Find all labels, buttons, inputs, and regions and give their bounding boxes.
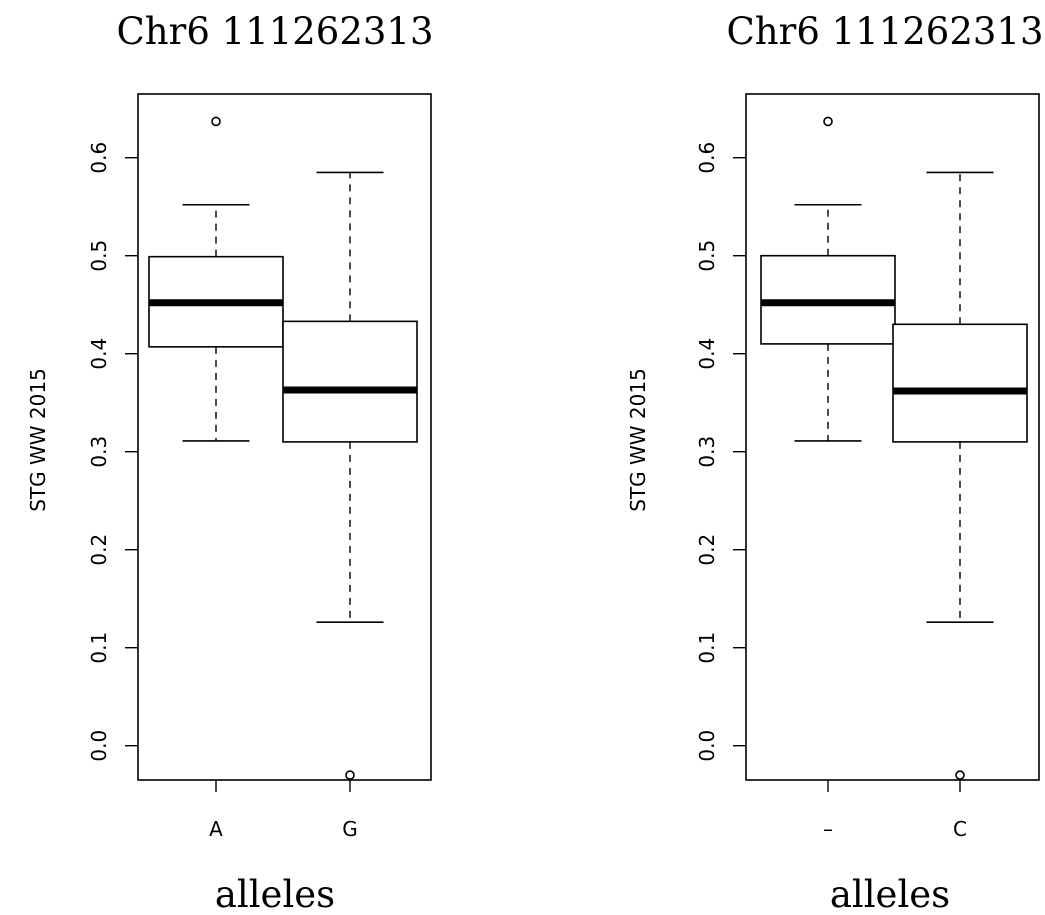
right-boxplot-panel: Chr6 111262313 STG WW 2015 alleles 0.00.… [626, 10, 1044, 915]
box-2 [892, 171, 1028, 780]
x-tick-label: C [953, 817, 967, 841]
box-1 [148, 116, 284, 442]
y-tick-label: 0.1 [695, 632, 719, 664]
box-iqr [282, 320, 418, 443]
y-tick-label: 0.2 [695, 534, 719, 566]
left-chart-title: Chr6 111262313 [117, 10, 434, 53]
outlier-point [823, 116, 833, 127]
y-tick-label: 0.2 [87, 534, 111, 566]
right-x-axis-label: alleles [830, 873, 950, 915]
y-tick-label: 0.1 [87, 632, 111, 664]
left-x-axis-label: alleles [215, 873, 335, 915]
left-y-axis-label: STG WW 2015 [26, 368, 50, 512]
y-tick-label: 0.4 [87, 338, 111, 370]
y-tick-label: 0.4 [695, 338, 719, 370]
x-tick-label: A [209, 817, 223, 841]
x-tick-label: – [823, 817, 833, 841]
box-1 [760, 116, 896, 442]
right-boxes [760, 116, 1028, 780]
y-tick-label: 0.5 [695, 240, 719, 272]
y-tick-label: 0.0 [87, 730, 111, 762]
y-tick-label: 0.3 [695, 436, 719, 468]
left-plot-frame [137, 93, 432, 781]
y-tick-label: 0.6 [87, 142, 111, 174]
x-tick-label: G [342, 817, 358, 841]
outlier-point [211, 116, 221, 127]
box-iqr [892, 323, 1028, 443]
right-y-axis: 0.0 0.1 0.2 0.3 0.4 0.5 0.6 [695, 142, 746, 762]
y-tick-label: 0.6 [695, 142, 719, 174]
outlier-point [345, 770, 355, 780]
right-plot-frame [745, 93, 1040, 781]
y-tick-label: 0.3 [87, 436, 111, 468]
outlier-point [955, 770, 965, 780]
right-y-axis-label: STG WW 2015 [626, 368, 650, 512]
left-y-axis: 0.0 0.1 0.2 0.3 0.4 0.5 0.6 [87, 142, 138, 762]
box-2 [282, 171, 418, 780]
left-boxplot-panel: Chr6 111262313 STG WW 2015 alleles 0.00.… [26, 10, 434, 915]
y-tick-label: 0.0 [695, 730, 719, 762]
right-x-axis: – C [823, 780, 967, 841]
left-boxes [148, 116, 418, 780]
right-chart-title: Chr6 111262313 [727, 10, 1044, 53]
y-tick-label: 0.5 [87, 240, 111, 272]
